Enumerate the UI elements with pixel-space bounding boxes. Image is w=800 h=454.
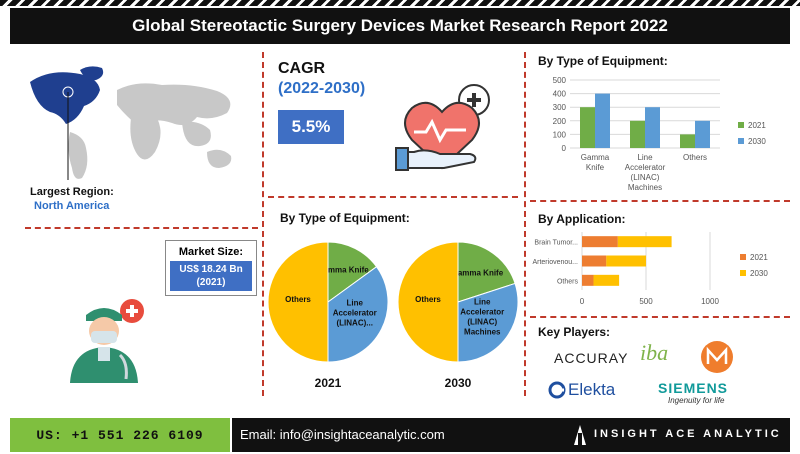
largest-region-value: North America [34, 200, 110, 212]
pie-slice [327, 266, 389, 363]
accuray-logo: ACCURAY [554, 350, 629, 366]
pie-label: Line Accelerator (LINAC)... [333, 299, 377, 328]
market-size-value: US$ 18.24 Bn [179, 264, 243, 275]
pie-slice [457, 282, 519, 363]
legend-swatch-2030 [738, 138, 744, 144]
cagr-label: CAGR [278, 60, 326, 77]
cagr-period: (2022-2030) [278, 80, 366, 97]
pie-charts: Gamma Knife Line Accelerator (LINAC)... Othe… [267, 241, 519, 390]
market-size-label: Market Size: [178, 246, 244, 258]
legend-label: 2030 [750, 269, 768, 278]
pie-label: Line Accelerator (LINAC) Machines [460, 298, 504, 337]
y-tick-label: Others [557, 278, 579, 285]
bar-2021 [582, 255, 607, 267]
m-logo-icon [701, 341, 733, 373]
y-tick-label: 200 [553, 117, 567, 126]
top-decorative-strip [0, 0, 800, 6]
pie-year-label: 2021 [315, 376, 342, 390]
world-map-icon [30, 66, 232, 180]
footer-phone[interactable]: US: +1 551 226 6109 [10, 418, 230, 452]
pie-label: Gamma Knife [452, 268, 504, 277]
divider-right-2 [530, 316, 790, 318]
bar-2021 [582, 274, 594, 286]
iba-logo: iba [640, 340, 669, 365]
market-size-box: Market Size: US$ 18.24 Bn (2021) [165, 240, 257, 296]
pie-slice [397, 241, 459, 363]
bar-2021 [582, 236, 618, 248]
y-tick-label: 100 [553, 130, 567, 139]
x-tick-label: Line Accelerator (LINAC) Machines [625, 153, 666, 192]
footer-bar: Email: info@insightaceanalytic.com INSIG… [232, 418, 790, 452]
surgeon-icon [70, 299, 144, 383]
bar-2030 [606, 255, 646, 267]
pies-title: By Type of Equipment: [280, 211, 410, 225]
pie-label: Others [415, 295, 441, 304]
application-bar-chart: 0 500 1000 Brain Tumor... Arteriovenou... Oth… [532, 232, 768, 306]
pie-label: Others [285, 295, 311, 304]
bar-2030 [595, 93, 610, 148]
bar-2030 [593, 274, 620, 286]
legend-label: 2021 [750, 253, 768, 262]
elekta-logo-text: Elekta [568, 380, 616, 399]
bar-2030 [617, 236, 672, 248]
pie-slice [327, 241, 378, 303]
y-tick-label: 0 [562, 144, 567, 153]
bar-2021 [580, 107, 595, 148]
divider-vertical-right [524, 52, 526, 396]
elekta-logo-group: Elekta [548, 380, 615, 400]
bar-2021 [680, 134, 695, 148]
key-players-title: Key Players: [538, 325, 611, 339]
y-tick-label: 400 [553, 90, 567, 99]
application-title: By Application: [538, 212, 626, 226]
x-tick-label: 1000 [701, 297, 719, 306]
legend-label: 2030 [748, 137, 766, 146]
pie-year-label: 2030 [445, 376, 472, 390]
x-tick-label: Others [683, 153, 707, 162]
siemens-logo: SIEMENS [658, 380, 729, 396]
x-tick-label: Gamma Knife [581, 153, 610, 172]
footer-brand: INSIGHT ACE ANALYTIC [594, 428, 782, 440]
bar-2021 [630, 120, 645, 148]
divider-right-1 [530, 200, 790, 202]
page-title: Global Stereotactic Surgery Devices Mark… [10, 8, 790, 44]
pie-slice [267, 241, 329, 363]
divider-mid [268, 196, 518, 198]
x-tick-label: 0 [580, 297, 585, 306]
heart-hand-icon [395, 84, 490, 171]
market-size-year: (2021) [196, 277, 226, 288]
footer-email[interactable]: Email: info@insightaceanalytic.com [240, 427, 445, 442]
legend-swatch-2030 [740, 270, 746, 276]
siemens-tagline: Ingenuity for life [668, 396, 725, 405]
legend-swatch-2021 [740, 254, 746, 260]
market-size-value-box: US$ 18.24 Bn (2021) [170, 261, 252, 291]
pie-label: Gamma Knife [317, 266, 369, 275]
y-tick-label: Brain Tumor... [534, 240, 578, 247]
x-tick-label: 500 [639, 297, 653, 306]
cagr-value: 5.5% [278, 110, 344, 144]
largest-region-label: Largest Region: [30, 186, 114, 198]
y-tick-label: Arteriovenou... [532, 259, 578, 266]
y-tick-label: 500 [553, 76, 567, 85]
equipment-bar-chart: 0 100 200 300 400 500 Gamma Knife Line Accelerato… [553, 76, 767, 192]
elekta-logo-icon [548, 381, 566, 399]
bar-2030 [695, 120, 710, 148]
bar-2030 [645, 107, 660, 148]
y-tick-label: 300 [553, 103, 567, 112]
bars-title: By Type of Equipment: [538, 54, 668, 68]
legend-swatch-2021 [738, 122, 744, 128]
legend-label: 2021 [748, 121, 766, 130]
divider-vertical-left [262, 52, 264, 396]
divider-left [25, 227, 258, 229]
insightace-logo-icon [574, 425, 586, 445]
pie-slice [457, 241, 516, 303]
